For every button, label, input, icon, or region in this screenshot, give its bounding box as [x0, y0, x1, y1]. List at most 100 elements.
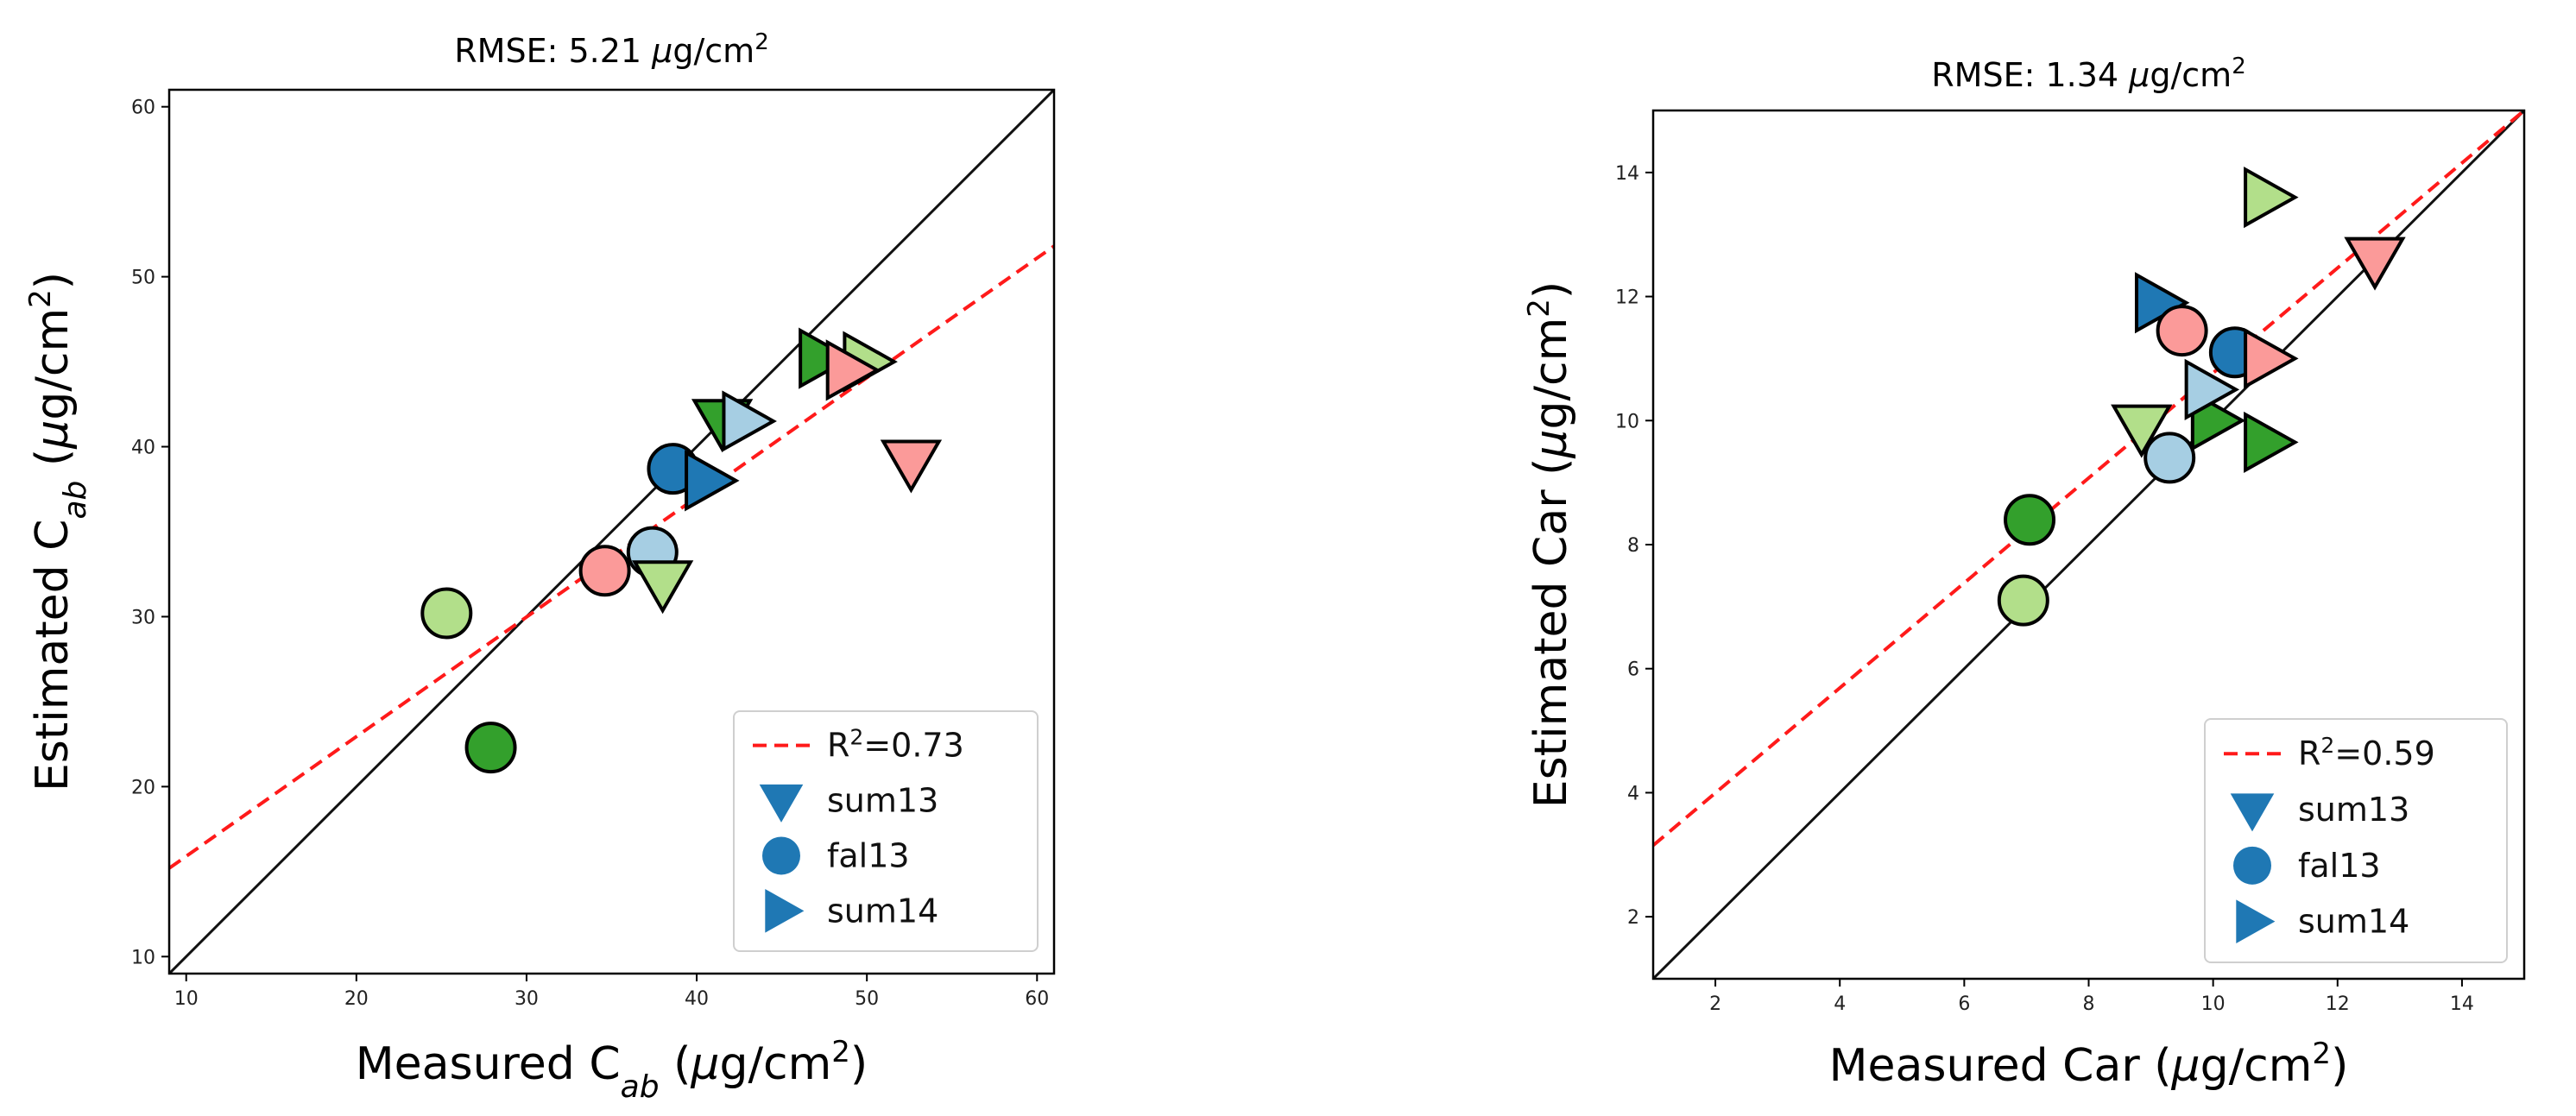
y-label-close: ) — [1525, 281, 1577, 299]
legend: R2=0.73 sum13 fal13 sum14 — [733, 710, 1039, 952]
y-axis-label: Estimated Car (μg/cm2) — [1522, 281, 1577, 808]
x-label-subscript: ab — [621, 1069, 660, 1105]
y-label-superscript: 2 — [23, 289, 58, 308]
legend-box — [733, 710, 1039, 952]
y-label-mu: μ — [1525, 430, 1577, 459]
y-tick-label: 8 — [1627, 535, 1639, 557]
x-label-mu: μ — [690, 1038, 719, 1090]
x-tick-label: 8 — [2083, 993, 2095, 1015]
plot-area — [1653, 110, 2524, 979]
title-prefix: RMSE: 5.21 — [454, 32, 652, 70]
chart-title: RMSE: 5.21 μg/cm2 — [454, 29, 768, 70]
x-axis-label: Measured Car (μg/cm2) — [1829, 1037, 2349, 1092]
legend-marker-swatch — [2233, 846, 2271, 885]
data-point — [464, 722, 517, 774]
data-point — [1997, 574, 2049, 627]
data-point — [825, 339, 881, 401]
x-label-close: ) — [850, 1038, 868, 1090]
y-tick-label: 40 — [131, 438, 155, 459]
y-tick-label: 12 — [1615, 287, 1639, 309]
y-tick-label: 2 — [1627, 907, 1639, 929]
regression-fit-line — [1653, 110, 2524, 848]
y-tick-label: 10 — [1615, 411, 1639, 432]
x-tick-label: 2 — [1709, 993, 1721, 1015]
title-superscript: 2 — [2232, 54, 2246, 79]
x-label-unit: g/cm — [2200, 1040, 2313, 1092]
x-label-close: ) — [2331, 1040, 2348, 1092]
legend-label: fal13 — [827, 836, 910, 874]
title-unit: g/cm — [672, 32, 754, 70]
legend-label: sum13 — [2298, 791, 2409, 829]
y-tick-label: 4 — [1627, 783, 1639, 804]
y-label-open: ( — [27, 449, 79, 481]
x-label-superscript: 2 — [2312, 1037, 2331, 1071]
x-label-main: Measured C — [356, 1038, 621, 1090]
y-label-unit: g/cm — [1525, 318, 1577, 430]
axes-frame — [167, 88, 1056, 975]
y-label-unit: g/cm — [27, 308, 79, 420]
y-tick-label: 30 — [131, 607, 155, 628]
title-prefix: RMSE: 1.34 — [1931, 56, 2129, 94]
data-point — [2344, 236, 2406, 291]
y-label-main: Estimated Car ( — [1525, 458, 1577, 809]
x-tick-label: 60 — [1025, 988, 1049, 1010]
one-to-one-line — [169, 90, 1054, 974]
y-label-superscript: 2 — [1522, 299, 1556, 318]
y-tick-label: 10 — [131, 947, 155, 968]
x-label-superscript: 2 — [831, 1035, 850, 1069]
title-mu: μ — [651, 32, 672, 70]
y-tick-label: 60 — [131, 98, 155, 119]
data-point — [578, 545, 631, 597]
data-point — [631, 560, 694, 615]
plot-area — [169, 90, 1054, 974]
x-tick-label: 50 — [855, 988, 879, 1010]
y-tick-label: 20 — [131, 777, 155, 798]
x-tick-label: 14 — [2450, 993, 2474, 1015]
x-tick-label: 10 — [174, 988, 199, 1010]
legend-r-value: =0.73 — [863, 727, 963, 765]
legend-marker-swatch — [762, 836, 800, 875]
y-label-main: Estimated C — [27, 520, 79, 792]
y-tick-label: 50 — [131, 268, 155, 289]
x-tick-label: 6 — [1958, 993, 1970, 1015]
legend-label: R2=0.59 — [2298, 733, 2435, 773]
data-point — [722, 390, 777, 452]
data-point — [880, 439, 943, 494]
legend: R2=0.59 sum13 fal13 sum14 — [2204, 718, 2508, 963]
x-label-unit: g/cm — [719, 1038, 831, 1090]
legend-r-value: =0.59 — [2334, 735, 2434, 772]
legend-label: sum14 — [827, 892, 938, 930]
legend-label: fal13 — [2298, 847, 2381, 885]
data-point — [2156, 305, 2208, 357]
legend-label: R2=0.73 — [827, 724, 964, 765]
x-tick-label: 12 — [2326, 993, 2350, 1015]
data-point — [2144, 432, 2196, 484]
data-point — [2244, 411, 2299, 474]
data-point — [2111, 404, 2173, 458]
y-tick-label: 6 — [1627, 659, 1639, 681]
x-label-open: ( — [660, 1038, 691, 1090]
x-tick-label: 4 — [1834, 993, 1846, 1015]
legend-r-superscript: 2 — [849, 724, 863, 749]
data-point — [420, 587, 473, 640]
x-tick-label: 10 — [2201, 993, 2226, 1015]
y-label-close: ) — [27, 272, 79, 289]
data-point — [2184, 358, 2240, 420]
legend-r: R — [2298, 735, 2320, 772]
y-tick-label: 14 — [1615, 163, 1639, 185]
x-tick-label: 20 — [344, 988, 369, 1010]
x-axis-label: Measured Cab (μg/cm2) — [356, 1035, 868, 1105]
title-superscript: 2 — [754, 29, 769, 55]
y-label-mu: μ — [27, 420, 79, 450]
x-label-main: Measured Car ( — [1829, 1040, 2172, 1092]
data-point — [799, 327, 854, 389]
data-point — [2004, 494, 2056, 546]
x-label-mu: μ — [2171, 1040, 2200, 1092]
x-tick-label: 30 — [515, 988, 539, 1010]
y-label-subscript: ab — [58, 481, 93, 520]
legend-marker-swatch — [765, 889, 805, 933]
legend-r-superscript: 2 — [2320, 733, 2334, 758]
